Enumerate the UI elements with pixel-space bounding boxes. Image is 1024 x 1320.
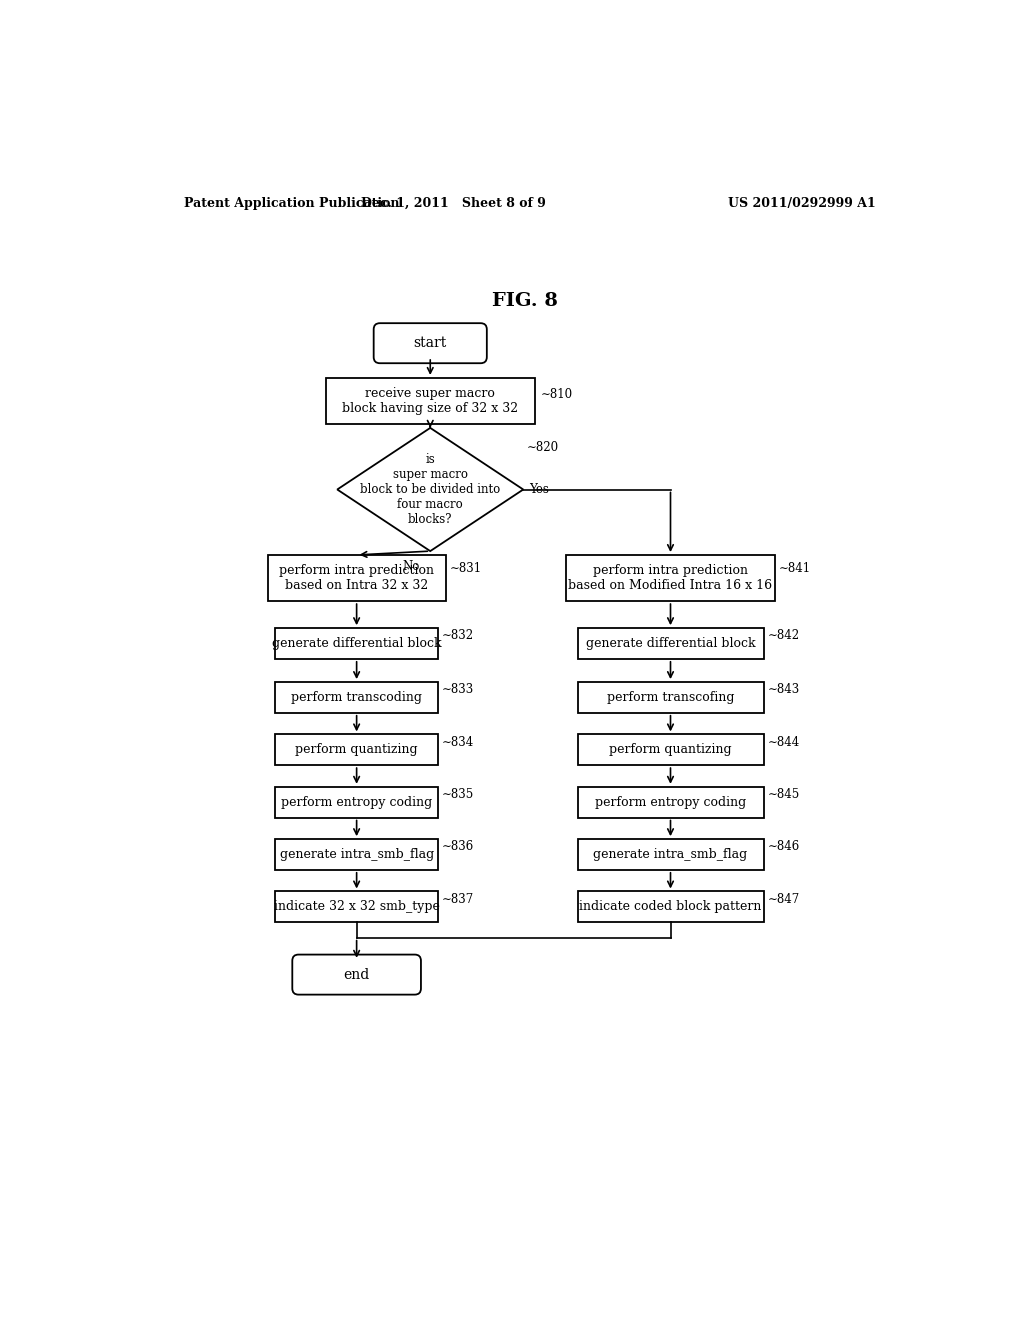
Text: ∼832: ∼832 [442, 630, 474, 643]
Text: No: No [402, 560, 420, 573]
Text: Yes: Yes [529, 483, 549, 496]
FancyBboxPatch shape [292, 954, 421, 995]
Text: ∼820: ∼820 [527, 441, 559, 454]
Text: perform quantizing: perform quantizing [295, 743, 418, 756]
Text: US 2011/0292999 A1: US 2011/0292999 A1 [728, 197, 877, 210]
Text: ∼846: ∼846 [767, 841, 800, 853]
Text: is
super macro
block to be divided into
four macro
blocks?: is super macro block to be divided into … [360, 453, 501, 525]
Text: indicate 32 x 32 smb_type: indicate 32 x 32 smb_type [273, 900, 439, 913]
Bar [578, 787, 764, 817]
Bar [578, 682, 764, 713]
Text: perform entropy coding: perform entropy coding [595, 796, 746, 809]
Bar [275, 734, 438, 766]
Text: generate intra_smb_flag: generate intra_smb_flag [280, 847, 434, 861]
FancyBboxPatch shape [374, 323, 486, 363]
Text: perform intra prediction
based on Intra 32 x 32: perform intra prediction based on Intra … [280, 564, 434, 593]
Text: Dec. 1, 2011   Sheet 8 of 9: Dec. 1, 2011 Sheet 8 of 9 [361, 197, 546, 210]
Bar [326, 378, 535, 424]
Bar [578, 734, 764, 766]
Bar [275, 840, 438, 870]
Text: ∼844: ∼844 [767, 735, 800, 748]
Text: ∼841: ∼841 [779, 562, 811, 576]
Text: ∼834: ∼834 [442, 735, 474, 748]
Bar [275, 628, 438, 659]
Bar [566, 554, 775, 601]
Bar [578, 840, 764, 870]
Text: perform transcoding: perform transcoding [291, 690, 422, 704]
Text: generate intra_smb_flag: generate intra_smb_flag [593, 847, 748, 861]
Text: perform intra prediction
based on Modified Intra 16 x 16: perform intra prediction based on Modifi… [568, 564, 772, 593]
Bar [267, 554, 445, 601]
Bar [275, 682, 438, 713]
Text: generate differential block: generate differential block [586, 638, 756, 649]
Text: ∼842: ∼842 [767, 630, 800, 643]
Bar [275, 891, 438, 923]
Polygon shape [337, 428, 523, 552]
Text: Patent Application Publication: Patent Application Publication [183, 197, 399, 210]
Text: perform entropy coding: perform entropy coding [281, 796, 432, 809]
Text: FIG. 8: FIG. 8 [492, 292, 558, 310]
Text: perform quantizing: perform quantizing [609, 743, 732, 756]
Text: end: end [343, 968, 370, 982]
Text: ∼831: ∼831 [450, 562, 481, 576]
Text: generate differential block: generate differential block [271, 638, 441, 649]
Text: ∼835: ∼835 [442, 788, 474, 801]
Bar [578, 891, 764, 923]
Text: ∼836: ∼836 [442, 841, 474, 853]
Text: receive super macro
block having size of 32 x 32: receive super macro block having size of… [342, 387, 518, 414]
Text: ∼843: ∼843 [767, 684, 800, 696]
Text: ∼833: ∼833 [442, 684, 474, 696]
Bar [275, 787, 438, 817]
Text: ∼845: ∼845 [767, 788, 800, 801]
Text: indicate coded block pattern: indicate coded block pattern [580, 900, 762, 913]
Bar [578, 628, 764, 659]
Text: start: start [414, 337, 446, 350]
Text: ∼837: ∼837 [442, 892, 474, 906]
Text: ∼810: ∼810 [541, 388, 573, 401]
Text: perform transcofing: perform transcofing [607, 690, 734, 704]
Text: ∼847: ∼847 [767, 892, 800, 906]
